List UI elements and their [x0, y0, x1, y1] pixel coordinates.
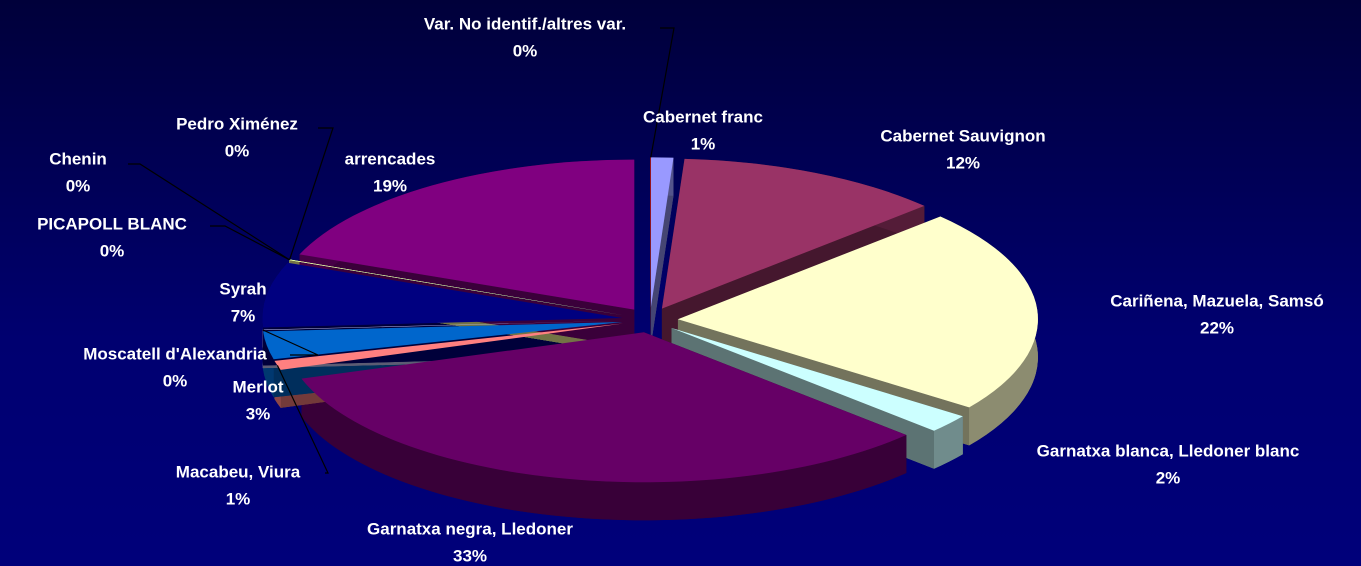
slice-label: Merlot — [233, 377, 284, 396]
slice-value-label: 3% — [246, 404, 271, 423]
leader-line — [650, 27, 675, 158]
slice-value-label: 0% — [513, 41, 538, 60]
slice-label: Cabernet Sauvignon — [880, 126, 1045, 145]
slice-value-label: 19% — [373, 176, 407, 195]
leader-line — [128, 163, 290, 261]
slice-label: Pedro Ximénez — [176, 114, 298, 133]
leader-line — [288, 127, 334, 261]
slice-label: Chenin — [49, 149, 107, 168]
slice-label: Garnatxa blanca, Lledoner blanc — [1037, 441, 1300, 460]
pie-slice — [671, 328, 963, 431]
pie-slice — [650, 157, 674, 308]
slice-label: Garnatxa negra, Lledoner — [367, 519, 573, 538]
slice-value-label: 1% — [691, 134, 716, 153]
pie-slice — [661, 158, 925, 309]
pie-slice — [262, 262, 623, 328]
slice-value-label: 0% — [66, 176, 91, 195]
leader-line — [210, 225, 290, 261]
slice-label: Cabernet franc — [643, 107, 763, 126]
slice-value-label: 2% — [1156, 468, 1181, 487]
slice-label: Macabeu, Viura — [176, 462, 301, 481]
slice-value-label: 0% — [163, 371, 188, 390]
leader-line — [262, 329, 319, 356]
slice-value-label: 12% — [946, 153, 980, 172]
slice-value-label: 22% — [1200, 318, 1234, 337]
pie-slice — [677, 216, 1038, 408]
slice-tops — [262, 157, 1038, 483]
slice-value-label: 33% — [453, 546, 487, 565]
slice-wall — [650, 157, 674, 346]
slice-value-label: 1% — [226, 489, 251, 508]
slice-label: Syrah — [219, 279, 266, 298]
pie-slice — [301, 332, 907, 483]
slice-label: Var. No identif./altres var. — [424, 14, 626, 33]
pie-slice — [299, 159, 635, 310]
pie-slice — [289, 259, 624, 316]
slice-rim — [934, 416, 963, 469]
pie-slice — [274, 323, 624, 370]
leader-line — [276, 365, 329, 474]
pie-slice — [262, 320, 623, 331]
slice-value-label: 7% — [231, 306, 256, 325]
slice-label: PICAPOLL BLANC — [37, 214, 187, 233]
slice-rim — [301, 378, 907, 521]
slice-label: arrencades — [345, 149, 436, 168]
pie-slice — [263, 321, 623, 360]
slice-label: Cariñena, Mazuela, Samsó — [1110, 291, 1324, 310]
slice-value-label: 0% — [100, 241, 125, 260]
slice-label: Moscatell d'Alexandria — [83, 344, 267, 363]
slice-value-label: 0% — [225, 141, 250, 160]
